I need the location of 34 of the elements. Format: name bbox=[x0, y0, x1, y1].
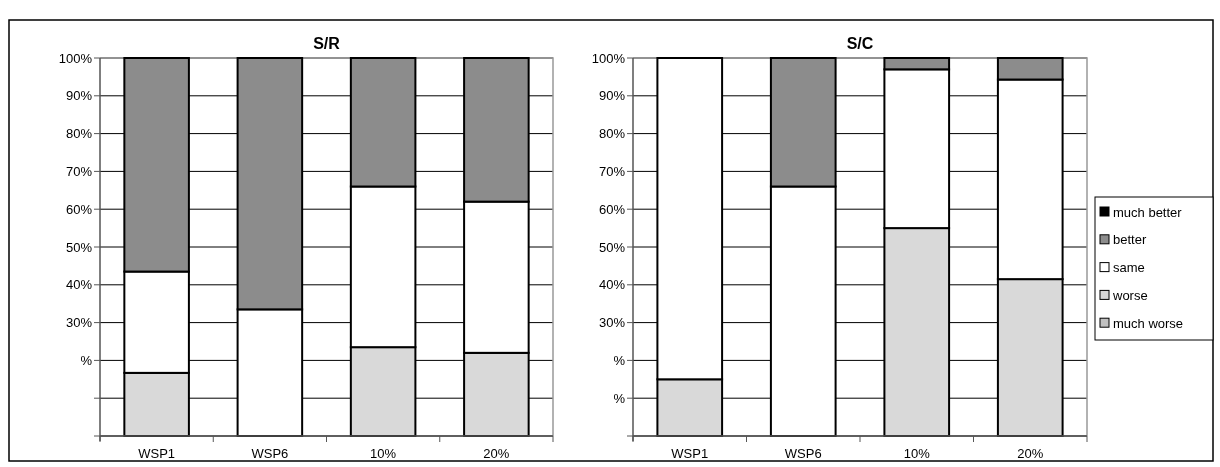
y-tick-label: 50% bbox=[598, 239, 626, 255]
x-tick-label: WSP6 bbox=[784, 446, 822, 461]
y-tick-label: 30% bbox=[598, 315, 626, 331]
y-tick-label: 50% bbox=[65, 239, 93, 255]
y-tick-label: 40% bbox=[598, 277, 626, 293]
y-tick-label: 80% bbox=[598, 126, 626, 142]
y-tick-label: 100% bbox=[591, 50, 626, 66]
x-tick-label: WSP1 bbox=[671, 446, 709, 461]
legend-label: much better bbox=[1113, 204, 1183, 220]
y-tick-label: % bbox=[613, 352, 626, 368]
x-tick-label: WSP1 bbox=[138, 446, 176, 461]
legend-label: same bbox=[1113, 260, 1145, 276]
y-tick-label: 90% bbox=[598, 88, 626, 104]
y-tick-label: 80% bbox=[65, 126, 93, 142]
y-tick-label: 70% bbox=[65, 163, 93, 179]
x-tick-label: 10% bbox=[903, 446, 931, 461]
legend-label: much worse bbox=[1113, 315, 1184, 331]
y-tick-label: 60% bbox=[598, 201, 626, 217]
x-tick-label: 20% bbox=[1017, 446, 1044, 461]
y-tick-label: % bbox=[80, 352, 93, 368]
x-tick-label: 20% bbox=[483, 446, 510, 461]
chart-title: S/R bbox=[313, 35, 341, 52]
y-tick-label: 30% bbox=[65, 315, 93, 331]
y-tick-label: 60% bbox=[65, 201, 93, 217]
legend-label: worse bbox=[1112, 287, 1148, 303]
chart-title: S/C bbox=[846, 35, 874, 52]
y-tick-label: 70% bbox=[598, 163, 626, 179]
y-tick-label: 100% bbox=[58, 50, 93, 66]
y-tick-label: % bbox=[613, 390, 626, 406]
x-tick-label: WSP6 bbox=[251, 446, 289, 461]
legend-label: better bbox=[1113, 232, 1147, 248]
y-tick-label: 90% bbox=[65, 88, 93, 104]
x-tick-label: 10% bbox=[370, 446, 397, 461]
y-tick-label: 40% bbox=[65, 277, 93, 293]
